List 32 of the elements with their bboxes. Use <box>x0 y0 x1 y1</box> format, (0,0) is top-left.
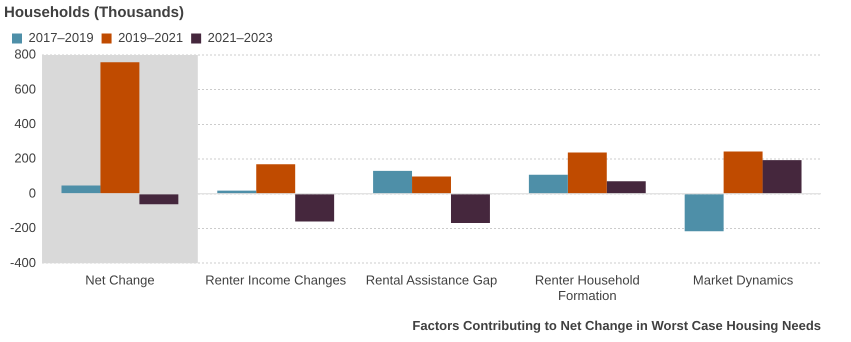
bar <box>139 194 178 204</box>
x-tick-label: Rental Assistance Gap <box>366 272 498 288</box>
y-tick-label: 400 <box>14 116 36 131</box>
chart-title: Households (Thousands) <box>4 4 184 22</box>
x-axis-title: Factors Contributing to Net Change in Worst Case Housing Needs <box>412 318 821 333</box>
bar <box>762 160 802 194</box>
bar <box>256 164 296 194</box>
bar <box>61 185 100 194</box>
bar <box>568 152 607 194</box>
y-tick-label: -200 <box>10 220 36 236</box>
bar <box>373 170 412 194</box>
y-tick-label: 200 <box>14 150 36 166</box>
bar <box>606 181 646 194</box>
bar <box>217 190 256 194</box>
y-tick-label: 600 <box>14 81 36 96</box>
legend-label: 2017–2019 <box>28 30 94 46</box>
bar <box>412 176 451 194</box>
bar <box>684 194 724 232</box>
bar <box>724 151 763 194</box>
y-tick-label: -400 <box>10 254 36 270</box>
legend-label: 2021–2023 <box>208 30 273 46</box>
x-tick-label: Renter Income Changes <box>205 272 347 288</box>
x-tick-label: Net Change <box>85 272 155 288</box>
y-tick-label: 0 <box>28 185 36 200</box>
bar <box>100 62 140 194</box>
bar <box>450 194 490 223</box>
bar <box>295 194 334 222</box>
legend-label: 2019–2021 <box>118 30 184 46</box>
y-tick-label: 800 <box>14 46 36 62</box>
bar <box>528 174 568 194</box>
x-tick-label: Renter Household Formation <box>534 272 640 304</box>
x-tick-label: Market Dynamics <box>692 272 794 288</box>
